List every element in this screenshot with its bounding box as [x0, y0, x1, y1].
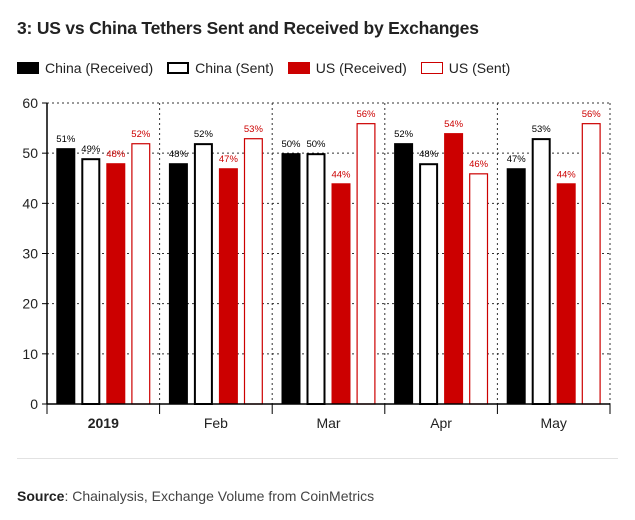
data-label: 50% [281, 139, 301, 150]
bar [419, 163, 439, 405]
bar-chart: 0 10 20 30 40 50 60 51% 49% 48% 52% 2019 48% 52% 47% 53… [22, 95, 611, 431]
y-tick-label: 30 [22, 246, 38, 262]
x-tick-label: Mar [316, 415, 340, 431]
legend-swatch-us-received [287, 62, 310, 74]
data-label: 54% [444, 119, 464, 130]
x-tick-label: 2019 [88, 415, 119, 431]
bar [193, 143, 213, 406]
bar [444, 133, 464, 404]
bar [581, 123, 601, 405]
data-label: 51% [56, 134, 76, 145]
y-tick-label: 60 [22, 95, 38, 111]
bar [281, 153, 301, 404]
legend-swatch-us-sent [420, 62, 443, 74]
source-text: : Chainalysis, Exchange Volume from Coin… [64, 488, 375, 504]
x-tick-label: Feb [204, 415, 228, 431]
bar [331, 183, 351, 404]
bar [56, 148, 76, 404]
data-label: 56% [582, 109, 602, 120]
data-label: 47% [507, 154, 527, 165]
y-tick-label: 10 [22, 346, 38, 362]
legend-item-china-sent: China (Sent) [167, 60, 274, 76]
data-label: 48% [169, 149, 189, 160]
legend-label-china-sent: China (Sent) [195, 60, 274, 76]
divider [17, 458, 618, 459]
data-label: 46% [469, 159, 489, 170]
bar [168, 163, 188, 404]
legend-label-china-received: China (Received) [45, 60, 154, 76]
data-label: 52% [131, 129, 151, 140]
y-tick-label: 50 [22, 145, 38, 161]
bar [506, 168, 526, 404]
bar [531, 138, 551, 405]
data-label: 53% [244, 124, 264, 135]
legend-swatch-china-sent [167, 62, 190, 74]
bar [106, 163, 126, 404]
y-tick-label: 0 [30, 396, 38, 412]
bar [81, 158, 101, 405]
bar [306, 153, 326, 405]
data-label: 50% [306, 139, 326, 150]
y-tick-label: 20 [22, 296, 38, 312]
data-label: 47% [219, 154, 239, 165]
legend-label-us-received: US (Received) [315, 60, 407, 76]
bar [394, 143, 414, 404]
bar [218, 168, 238, 404]
bar [469, 173, 489, 405]
chart-title: 3: US vs China Tethers Sent and Received… [17, 18, 479, 38]
x-tick-label: Apr [430, 415, 452, 431]
legend-label-us-sent: US (Sent) [448, 60, 511, 76]
data-label: 44% [557, 169, 577, 180]
data-label: 44% [331, 169, 351, 180]
data-label: 52% [194, 129, 214, 140]
data-label: 56% [356, 109, 376, 120]
bar [131, 143, 151, 405]
data-label: 53% [532, 124, 552, 135]
legend-item-us-sent: US (Sent) [420, 60, 511, 76]
bar [556, 183, 576, 404]
legend-swatch-china-received [17, 62, 39, 74]
x-tick-label: May [540, 415, 566, 431]
y-tick-label: 40 [22, 195, 38, 211]
legend-item-us-received: US (Received) [287, 60, 407, 76]
bar [243, 138, 263, 405]
bar [356, 123, 376, 405]
data-label: 49% [81, 144, 101, 155]
source-note: Source: Chainalysis, Exchange Volume fro… [17, 488, 374, 504]
data-label: 48% [106, 149, 126, 160]
chart-legend: China (Received) China (Sent) US (Receiv… [17, 58, 524, 78]
data-label: 52% [394, 129, 414, 140]
data-label: 48% [419, 149, 439, 160]
source-label: Source [17, 488, 65, 504]
legend-item-china-received: China (Received) [17, 60, 153, 76]
